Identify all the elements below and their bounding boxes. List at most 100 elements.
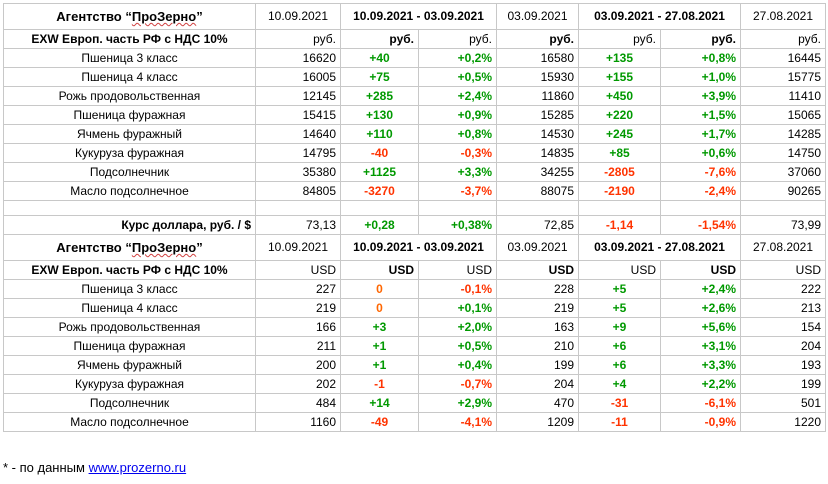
change-abs-2: +220 — [578, 105, 661, 125]
agency-title-name: ПроЗерно — [131, 9, 197, 24]
change-abs-2: +6 — [578, 355, 661, 375]
commodity-name: Масло подсолнечное — [3, 412, 256, 432]
change-pct-2: +0,8% — [660, 48, 741, 68]
change-abs-1: +1125 — [340, 162, 419, 182]
change-pct-2: -2,4% — [660, 181, 741, 201]
spacer-cell — [660, 200, 741, 216]
table-row: Пшеница 4 класс 219 0 +0,1% 219 +5 +2,6% 213 — [3, 298, 826, 318]
change-pct-1: +0,4% — [418, 355, 497, 375]
change-abs-1: +285 — [340, 86, 419, 106]
agency-title-name: ПроЗерно — [131, 240, 197, 255]
change-pct-1: +0,5% — [418, 336, 497, 356]
change-pct-2: +1,0% — [660, 67, 741, 87]
price-current: 227 — [255, 279, 341, 299]
change-pct-2: +2,2% — [660, 374, 741, 394]
change-abs-2: -2190 — [578, 181, 661, 201]
commodity-name: Подсолнечник — [3, 162, 256, 182]
change-pct-2: +2,4% — [660, 279, 741, 299]
change-abs-1: +110 — [340, 124, 419, 144]
unit-cell: USD — [340, 260, 419, 280]
spacer-row — [3, 200, 826, 216]
date-mid: 03.09.2021 — [496, 3, 579, 30]
agency-title-post: ” — [196, 9, 203, 24]
price-current: 84805 — [255, 181, 341, 201]
commodity-name: Пшеница 4 класс — [3, 67, 256, 87]
spacer-cell — [340, 200, 419, 216]
price-old: 193 — [740, 355, 826, 375]
price-mid: 219 — [496, 298, 579, 318]
price-mid: 204 — [496, 374, 579, 394]
price-mid: 34255 — [496, 162, 579, 182]
unit-cell: руб. — [578, 29, 661, 49]
source-link[interactable]: www.prozerno.ru — [88, 460, 187, 475]
change-pct-2: +3,9% — [660, 86, 741, 106]
agency-title: Агентство “ПроЗерно” — [3, 234, 256, 261]
change-abs-1: +75 — [340, 67, 419, 87]
change-pct-2: -0,9% — [660, 412, 741, 432]
spacer-cell — [578, 200, 661, 216]
units-row-usd: EXW Европ. часть РФ с НДС 10% USD USD USD US… — [3, 260, 826, 280]
date-mid: 03.09.2021 — [496, 234, 579, 261]
unit-cell: руб. — [340, 29, 419, 49]
usd-rate-pct-2: -1,54% — [660, 215, 741, 235]
price-old: 199 — [740, 374, 826, 394]
unit-cell: USD — [255, 260, 341, 280]
change-pct-1: +2,9% — [418, 393, 497, 413]
usd-rate-change-2: -1,14 — [578, 215, 661, 235]
change-pct-1: +0,2% — [418, 48, 497, 68]
date-range-1: 10.09.2021 - 03.09.2021 — [340, 3, 497, 30]
price-mid: 15285 — [496, 105, 579, 125]
usd-rate-current: 73,13 — [255, 215, 341, 235]
unit-cell: руб. — [660, 29, 741, 49]
price-table: Агентство “ПроЗерно” 10.09.2021 10.09.2021… — [3, 3, 826, 432]
commodity-name: Ячмень фуражный — [3, 355, 256, 375]
price-mid: 199 — [496, 355, 579, 375]
header-row-usd: Агентство “ПроЗерно” 10.09.2021 10.09.2021… — [3, 234, 826, 261]
unit-cell: USD — [578, 260, 661, 280]
date-current: 10.09.2021 — [255, 234, 341, 261]
change-abs-1: +1 — [340, 336, 419, 356]
agency-title-post: ” — [196, 240, 203, 255]
date-range-1: 10.09.2021 - 03.09.2021 — [340, 234, 497, 261]
commodity-name: Пшеница фуражная — [3, 105, 256, 125]
change-pct-1: +0,5% — [418, 67, 497, 87]
price-old: 37060 — [740, 162, 826, 182]
table-row: Ячмень фуражный 200 +1 +0,4% 199 +6 +3,3% 193 — [3, 355, 826, 375]
change-pct-1: +0,1% — [418, 298, 497, 318]
change-pct-1: +0,9% — [418, 105, 497, 125]
date-range-2: 03.09.2021 - 27.08.2021 — [578, 234, 741, 261]
price-mid: 228 — [496, 279, 579, 299]
change-pct-2: +3,1% — [660, 336, 741, 356]
change-pct-1: +2,0% — [418, 317, 497, 337]
unit-cell: руб. — [255, 29, 341, 49]
change-pct-2: +3,3% — [660, 355, 741, 375]
price-old: 213 — [740, 298, 826, 318]
commodity-name: Пшеница 3 класс — [3, 48, 256, 68]
agency-title-pre: Агентство “ — [56, 9, 132, 24]
usd-rate-row: Курс доллара, руб. / $73,13 +0,28 +0,38% 72… — [3, 215, 826, 235]
commodity-name: Пшеница 3 класс — [3, 279, 256, 299]
commodity-name: Кукуруза фуражная — [3, 374, 256, 394]
change-abs-1: +130 — [340, 105, 419, 125]
price-old: 501 — [740, 393, 826, 413]
price-mid: 11860 — [496, 86, 579, 106]
change-abs-2: +135 — [578, 48, 661, 68]
change-abs-1: +3 — [340, 317, 419, 337]
change-pct-2: -6,1% — [660, 393, 741, 413]
price-current: 1160 — [255, 412, 341, 432]
exw-label: EXW Европ. часть РФ с НДС 10% — [3, 260, 256, 280]
change-abs-2: +450 — [578, 86, 661, 106]
change-abs-1: +40 — [340, 48, 419, 68]
footnote: * - по данным www.prozerno.ru — [3, 460, 186, 475]
price-current: 16620 — [255, 48, 341, 68]
change-pct-1: +0,8% — [418, 124, 497, 144]
unit-cell: руб. — [740, 29, 826, 49]
price-old: 154 — [740, 317, 826, 337]
spacer-cell — [496, 200, 579, 216]
commodity-name: Рожь продовольственная — [3, 317, 256, 337]
price-old: 16445 — [740, 48, 826, 68]
price-current: 14795 — [255, 143, 341, 163]
table-row: Кукуруза фуражная 14795 -40 -0,3% 14835 +85 +0… — [3, 143, 826, 163]
change-abs-1: -3270 — [340, 181, 419, 201]
price-mid: 16580 — [496, 48, 579, 68]
